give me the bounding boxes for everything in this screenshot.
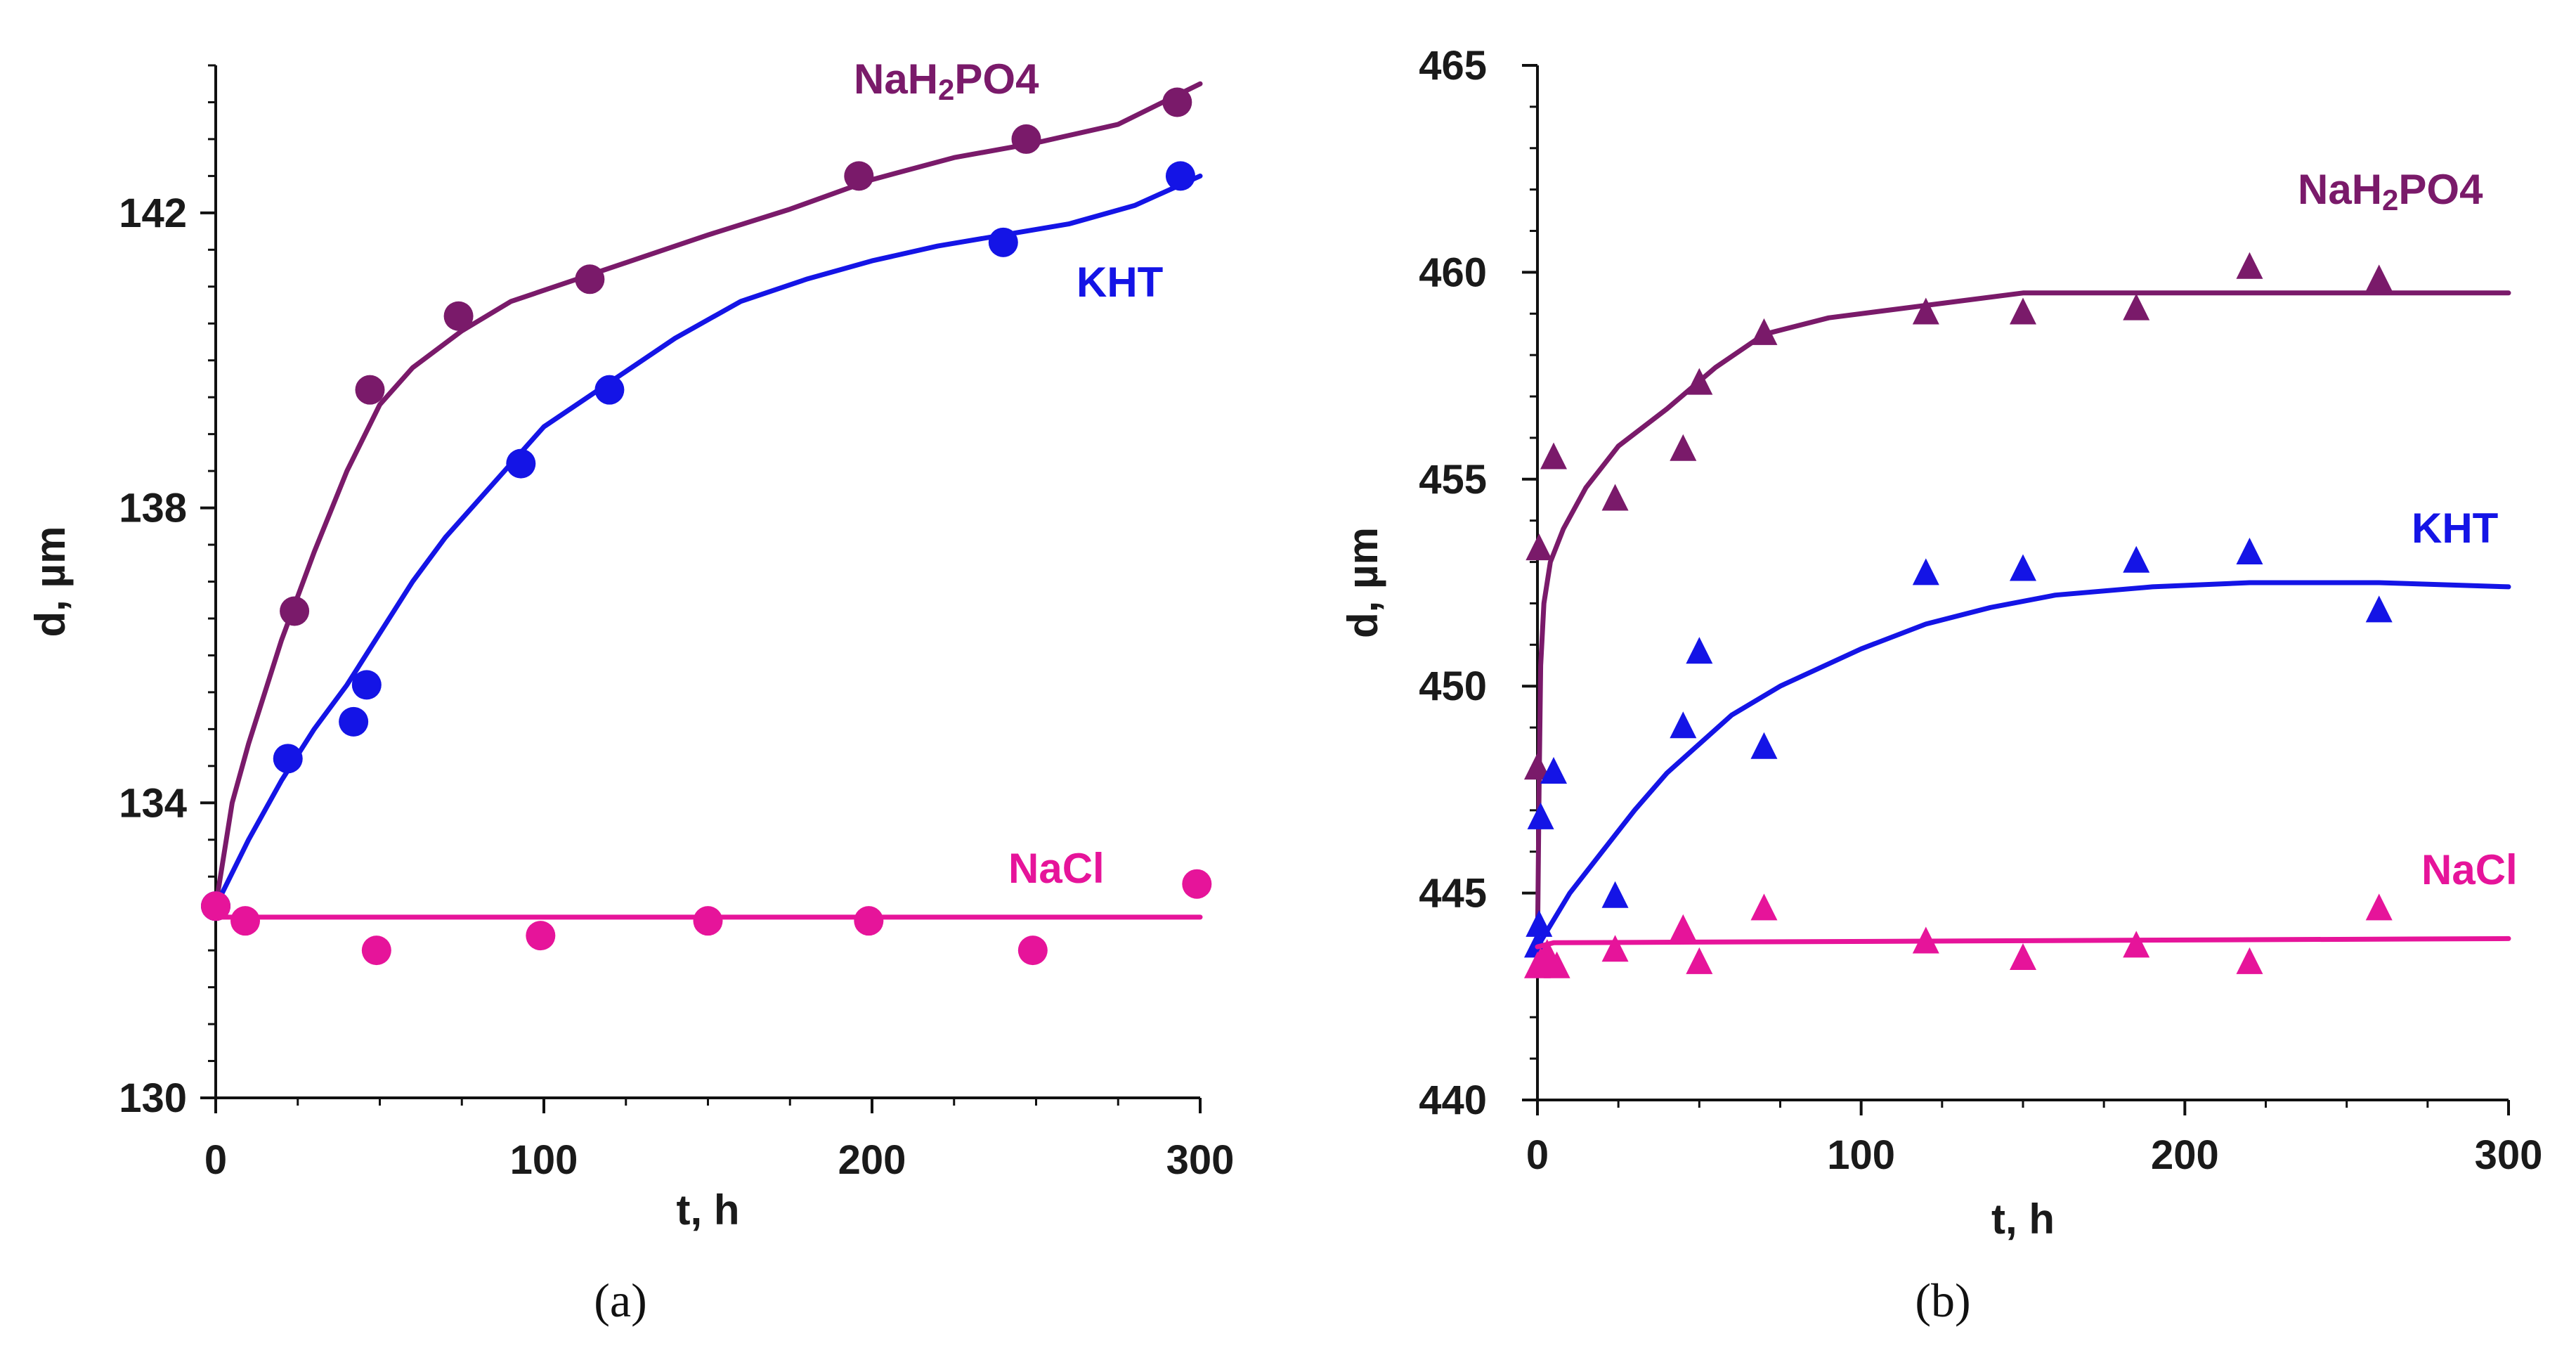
y-tick-label: 445 xyxy=(1419,871,1487,917)
data-point-nah2po4 xyxy=(1670,434,1697,461)
data-point-nacl xyxy=(1686,947,1713,974)
data-point-kht xyxy=(1686,637,1713,664)
series-label-nah2po4: NaH2PO4 xyxy=(2298,166,2483,216)
x-tick-label: 200 xyxy=(2151,1132,2219,1178)
data-point-nah2po4 xyxy=(1750,318,1778,345)
data-point-nah2po4 xyxy=(2236,252,2263,279)
data-point-nacl xyxy=(230,906,261,936)
fit-curve-nacl xyxy=(1535,936,2511,950)
y-tick-label: 440 xyxy=(1419,1077,1487,1123)
data-point-nacl xyxy=(1182,869,1212,899)
data-point-kht xyxy=(2365,595,2393,623)
data-point-kht xyxy=(1670,711,1697,739)
data-point-nah2po4 xyxy=(575,264,605,294)
fit-curve-nah2po4 xyxy=(1535,290,2511,954)
data-point-nah2po4 xyxy=(1601,484,1629,511)
y-tick-label: 465 xyxy=(1419,43,1487,89)
x-tick-label: 300 xyxy=(2475,1132,2543,1178)
y-tick-label: 134 xyxy=(119,780,187,826)
data-point-nah2po4 xyxy=(2365,264,2393,292)
data-point-nacl xyxy=(1543,951,1570,978)
data-point-kht xyxy=(1912,558,1939,585)
data-point-kht xyxy=(988,227,1018,257)
data-point-nacl xyxy=(2236,947,2263,974)
panel-a: 130 134 138 142 0 100 200 300 t, h d, µm (a) NaH2PO… xyxy=(27,56,1234,1327)
data-point-nah2po4 xyxy=(1686,368,1713,395)
data-point-nah2po4 xyxy=(2123,293,2150,321)
data-point-nah2po4 xyxy=(355,375,385,405)
panel-caption: (b) xyxy=(1915,1274,1970,1327)
series-label-nah2po4: NaH2PO4 xyxy=(854,56,1039,106)
x-tick-label: 200 xyxy=(838,1137,906,1183)
series-label-nacl: NaCl xyxy=(1008,845,1105,892)
data-point-kht xyxy=(2123,545,2150,573)
data-point-nacl xyxy=(526,921,556,951)
x-axis-label: t, h xyxy=(1991,1196,2055,1243)
data-point-kht xyxy=(1601,881,1629,908)
y-tick-label: 460 xyxy=(1419,250,1487,295)
data-point-nacl xyxy=(1750,893,1778,921)
data-point-kht xyxy=(1750,732,1778,759)
data-point-kht xyxy=(2236,537,2263,564)
data-point-kht xyxy=(594,375,625,405)
data-point-kht xyxy=(273,744,303,774)
data-point-nah2po4 xyxy=(280,596,310,626)
data-point-nacl xyxy=(1017,936,1048,966)
data-point-nacl xyxy=(1912,926,1939,954)
x-tick-label: 0 xyxy=(204,1137,227,1183)
y-tick-label: 450 xyxy=(1419,663,1487,709)
data-point-nacl xyxy=(201,891,230,921)
panel-caption: (a) xyxy=(594,1274,646,1327)
data-point-kht xyxy=(1165,161,1195,191)
x-axis-label: t, h xyxy=(677,1186,740,1234)
data-point-nacl xyxy=(2010,943,2036,971)
data-point-nacl xyxy=(1601,935,1629,962)
data-point-nacl xyxy=(2123,931,2150,958)
data-point-kht xyxy=(339,706,369,737)
data-point-nacl xyxy=(693,906,723,936)
y-axis-label: d, µm xyxy=(1339,527,1386,638)
data-point-nacl xyxy=(854,906,884,936)
x-tick-label: 100 xyxy=(1827,1132,1895,1178)
fit-curve-nah2po4 xyxy=(213,81,1203,909)
data-point-nacl xyxy=(1670,914,1697,941)
data-point-kht xyxy=(506,448,536,479)
data-point-kht xyxy=(1527,802,1554,829)
y-tick-label: 130 xyxy=(119,1075,187,1121)
y-tick-label: 142 xyxy=(119,190,187,236)
data-point-nah2po4 xyxy=(1526,533,1553,561)
y-tick-label: 138 xyxy=(119,486,187,531)
data-point-kht xyxy=(351,670,382,700)
x-tick-label: 0 xyxy=(1526,1132,1549,1178)
data-point-kht xyxy=(1540,757,1568,784)
series-label-kht: KHT xyxy=(2412,505,2498,552)
data-point-nah2po4 xyxy=(1162,87,1192,117)
series-label-kht: KHT xyxy=(1076,259,1163,306)
x-tick-label: 300 xyxy=(1166,1137,1235,1183)
data-point-nah2po4 xyxy=(2010,297,2036,325)
data-point-kht xyxy=(2010,554,2036,581)
data-point-nah2po4 xyxy=(443,301,474,331)
x-tick-label: 100 xyxy=(510,1137,578,1183)
fit-curve-kht xyxy=(1535,580,2511,950)
data-point-kht xyxy=(1526,909,1553,937)
data-point-nah2po4 xyxy=(1540,442,1568,470)
panel-b: 440 445 450 455 460 465 0 100 200 300 t, h d, µm (b)… xyxy=(1339,43,2542,1327)
series-label-nacl: NaCl xyxy=(2421,846,2518,893)
data-point-nah2po4 xyxy=(1912,297,1939,325)
y-axis-label: d, µm xyxy=(27,526,74,637)
data-point-nah2po4 xyxy=(844,161,874,191)
data-point-nah2po4 xyxy=(1524,753,1551,780)
data-point-nacl xyxy=(2365,893,2393,921)
data-point-nacl xyxy=(361,936,391,966)
fit-curve-kht xyxy=(213,173,1203,909)
data-point-nah2po4 xyxy=(1011,124,1041,154)
y-tick-label: 455 xyxy=(1419,457,1487,503)
